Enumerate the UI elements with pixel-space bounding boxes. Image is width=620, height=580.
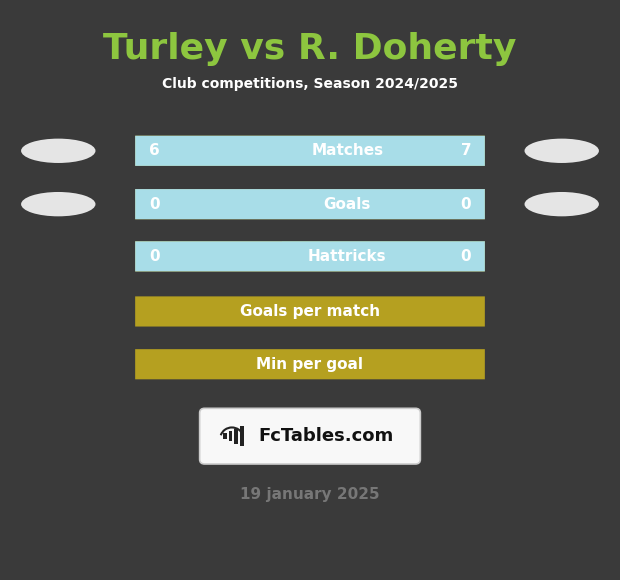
- FancyBboxPatch shape: [135, 189, 485, 219]
- Text: FcTables.com: FcTables.com: [258, 427, 393, 445]
- Text: 0: 0: [149, 249, 159, 264]
- Text: 19 january 2025: 19 january 2025: [240, 487, 380, 502]
- Text: 0: 0: [461, 249, 471, 264]
- FancyBboxPatch shape: [135, 241, 485, 271]
- Ellipse shape: [21, 192, 95, 216]
- Bar: [282, 189, 485, 219]
- Bar: [282, 136, 485, 166]
- Text: Turley vs R. Doherty: Turley vs R. Doherty: [104, 32, 516, 66]
- FancyBboxPatch shape: [135, 241, 485, 271]
- Text: Hattricks: Hattricks: [308, 249, 386, 264]
- FancyBboxPatch shape: [135, 136, 485, 166]
- Text: 7: 7: [461, 143, 471, 158]
- Text: 6: 6: [149, 143, 159, 158]
- FancyBboxPatch shape: [135, 349, 485, 379]
- FancyBboxPatch shape: [200, 408, 420, 464]
- Ellipse shape: [21, 139, 95, 163]
- Bar: [234, 429, 238, 444]
- Ellipse shape: [525, 192, 599, 216]
- Ellipse shape: [525, 139, 599, 163]
- Text: Min per goal: Min per goal: [257, 357, 363, 372]
- Bar: [240, 426, 244, 446]
- Text: Club competitions, Season 2024/2025: Club competitions, Season 2024/2025: [162, 77, 458, 90]
- Bar: [282, 241, 485, 271]
- Text: 0: 0: [149, 197, 159, 212]
- Text: Goals per match: Goals per match: [240, 304, 380, 319]
- Text: 0: 0: [461, 197, 471, 212]
- FancyBboxPatch shape: [135, 189, 485, 219]
- FancyBboxPatch shape: [135, 136, 485, 166]
- Text: Matches: Matches: [311, 143, 383, 158]
- FancyBboxPatch shape: [135, 296, 485, 327]
- Bar: [223, 433, 227, 439]
- Text: Goals: Goals: [324, 197, 371, 212]
- Bar: [229, 431, 232, 441]
